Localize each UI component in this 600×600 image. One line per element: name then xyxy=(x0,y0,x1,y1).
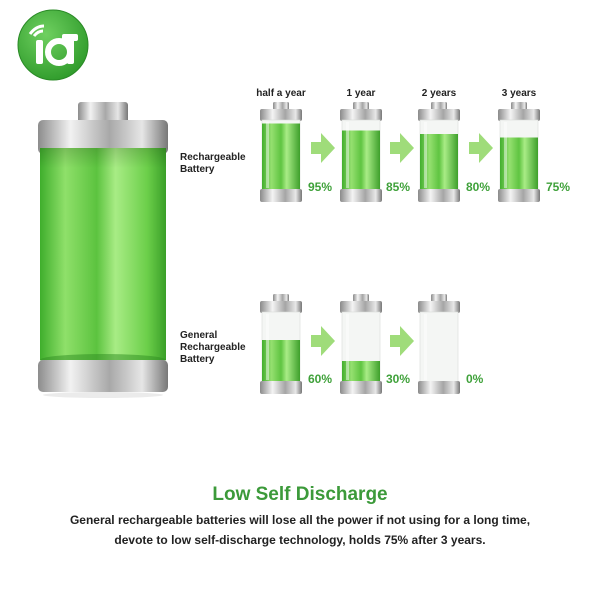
rechargeable-battery-label: Rechargeable Battery xyxy=(180,152,246,176)
percent-label: 60% xyxy=(308,372,333,386)
label-line: Rechargeable xyxy=(180,342,246,353)
arrow-right-icon xyxy=(390,133,414,163)
battery-level-icon xyxy=(260,294,302,394)
description-line-2: devote to low self-discharge technology,… xyxy=(114,533,486,547)
period-3-years: 3 years xyxy=(501,88,537,99)
label-line: Rechargeable xyxy=(180,152,246,163)
headline: Low Self Discharge xyxy=(212,484,388,505)
description-line-1: General rechargeable batteries will lose… xyxy=(69,513,531,527)
period-half-a-year: half a year xyxy=(256,88,306,99)
battery-level-icon xyxy=(340,102,382,202)
percent-label: 95% xyxy=(308,180,333,194)
iot-logo-icon xyxy=(17,9,89,81)
arrow-right-icon xyxy=(311,326,335,356)
period-2-years: 2 years xyxy=(421,88,457,99)
large-battery-icon xyxy=(38,102,168,398)
arrow-right-icon xyxy=(469,133,493,163)
label-line: Battery xyxy=(180,354,215,365)
percent-label: 0% xyxy=(466,372,484,386)
label-line: Battery xyxy=(180,164,215,175)
battery-level-icon xyxy=(260,102,302,202)
period-1-year: 1 year xyxy=(346,88,376,99)
arrow-right-icon xyxy=(311,133,335,163)
battery-level-icon xyxy=(418,102,460,202)
arrow-right-icon xyxy=(390,326,414,356)
percent-label: 80% xyxy=(466,180,491,194)
percent-label: 85% xyxy=(386,180,411,194)
battery-level-icon xyxy=(498,102,540,202)
percent-label: 75% xyxy=(546,180,571,194)
battery-level-icon xyxy=(418,294,460,394)
percent-label: 30% xyxy=(386,372,411,386)
general-rechargeable-battery-label: General Rechargeable Battery xyxy=(180,330,246,366)
battery-level-icon xyxy=(340,294,382,394)
label-line: General xyxy=(180,330,218,341)
